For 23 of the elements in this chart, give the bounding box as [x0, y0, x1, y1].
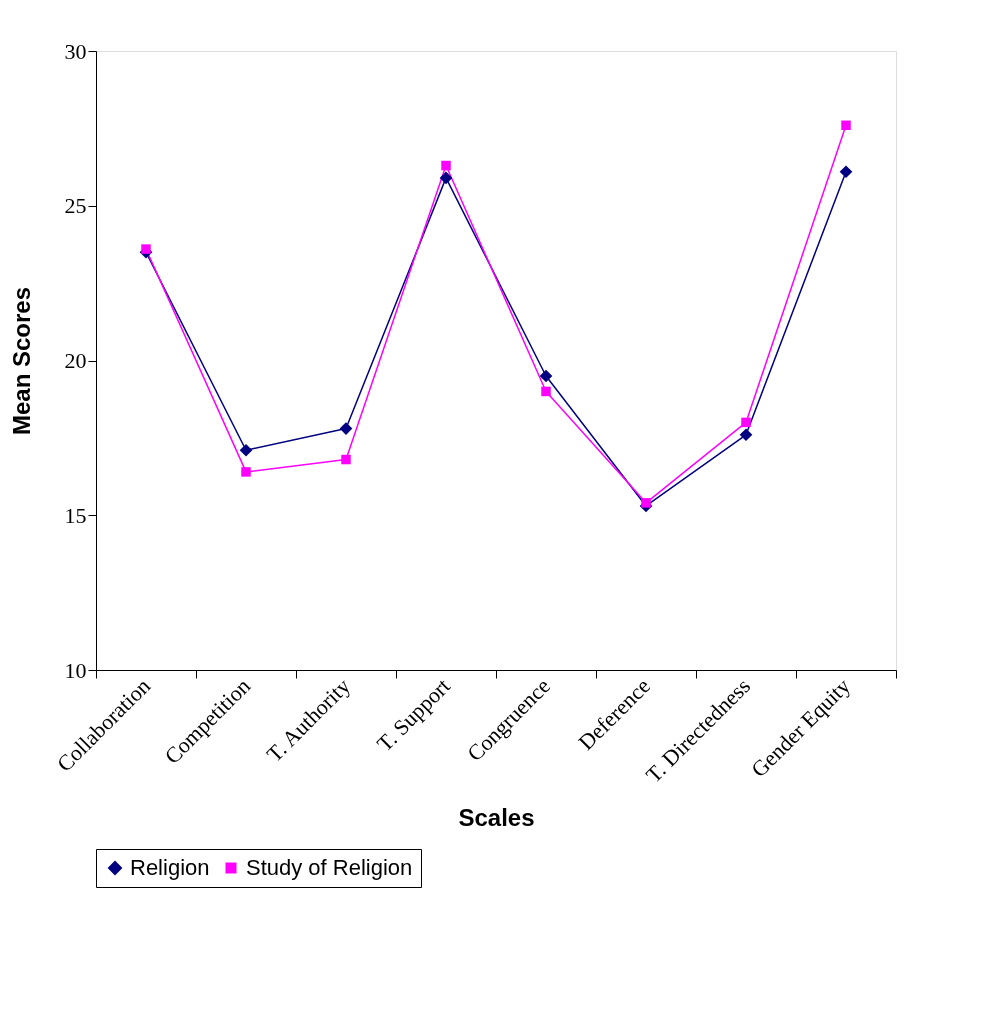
point — [841, 120, 851, 131]
point — [341, 454, 351, 465]
legend-label: Study of Religion — [246, 855, 413, 880]
legend-label: Religion — [130, 855, 210, 880]
point — [539, 369, 553, 383]
y-axis-title: Mean Scores — [7, 286, 35, 436]
point — [839, 165, 853, 179]
y-tick-label: 20 — [64, 348, 87, 373]
point — [739, 428, 753, 442]
point — [541, 386, 551, 397]
x-axis-title: Scales — [458, 803, 535, 831]
y-tick-label: 25 — [64, 193, 87, 219]
point — [141, 244, 151, 254]
point — [241, 467, 251, 477]
point — [339, 422, 353, 435]
point — [641, 498, 651, 508]
y-tick-label: 15 — [64, 502, 87, 528]
y-tick-label: 30 — [64, 38, 87, 64]
y-tick-label: 10 — [64, 657, 87, 683]
point — [741, 417, 751, 428]
point — [239, 443, 253, 457]
point — [441, 160, 451, 171]
point — [439, 171, 453, 185]
